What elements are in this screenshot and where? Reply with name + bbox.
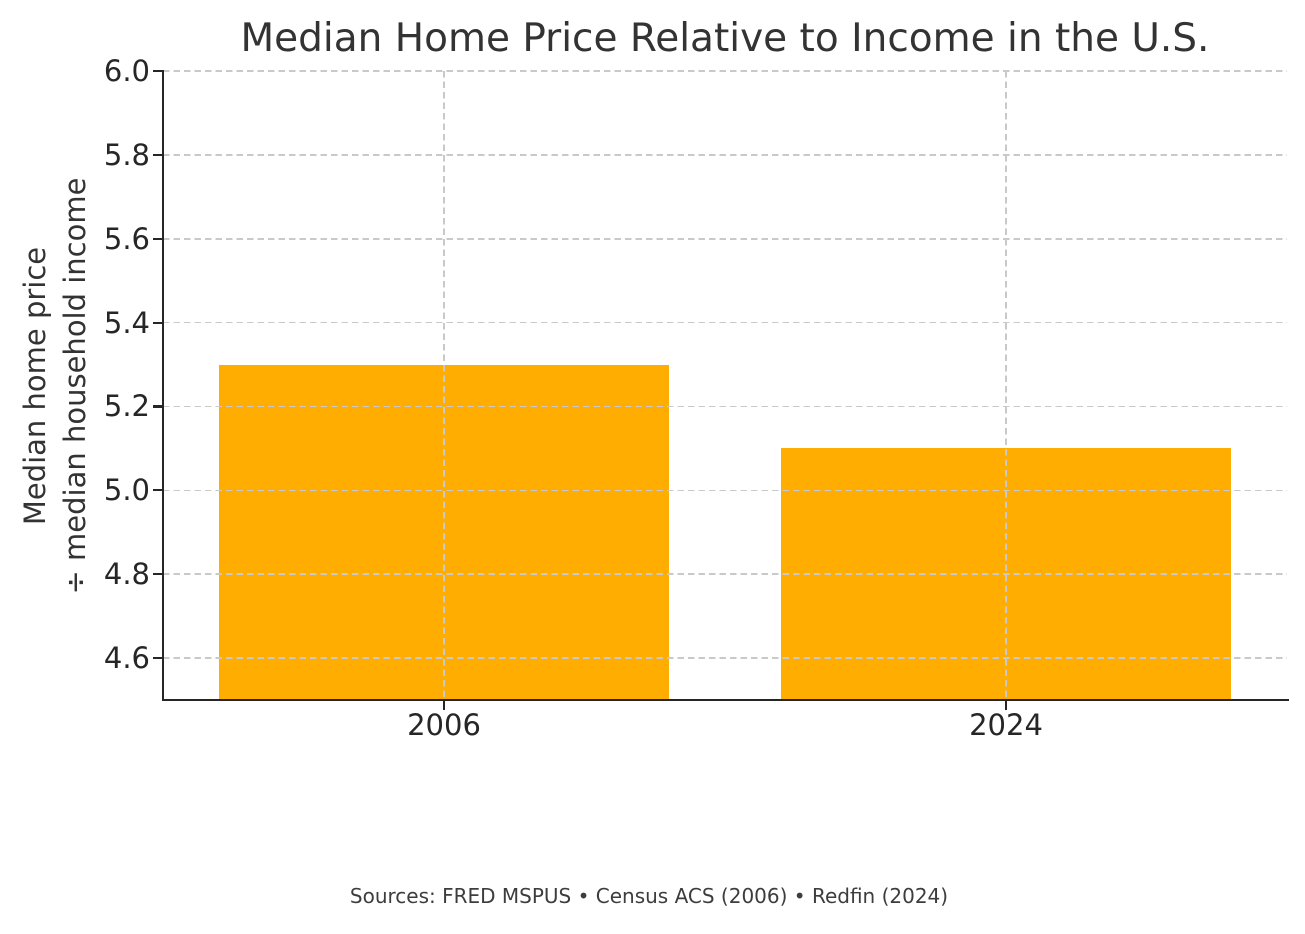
gridline-y-4.8 — [163, 573, 1287, 575]
ytick-mark-6.0 — [153, 69, 162, 73]
ytick-mark-4.8 — [153, 573, 162, 576]
ytick-label-5.8: 5.8 — [103, 137, 150, 172]
ytick-label-4.8: 4.8 — [103, 557, 150, 592]
xtick-mark-2024 — [1004, 701, 1008, 710]
gridline-y-6.0 — [163, 70, 1287, 72]
gridline-y-5.6 — [163, 237, 1287, 240]
gridline-x-2024 — [1005, 71, 1007, 700]
ytick-mark-5.2 — [153, 405, 162, 408]
ytick-mark-5.8 — [153, 153, 162, 156]
plot-area — [163, 70, 1287, 700]
xtick-mark-2006 — [442, 701, 446, 710]
chart-title: Median Home Price Relative to Income in … — [240, 16, 1210, 61]
ytick-label-5.2: 5.2 — [103, 389, 150, 424]
ytick-label-5.4: 5.4 — [103, 305, 150, 340]
ytick-label-5.6: 5.6 — [103, 221, 150, 256]
ytick-mark-5.0 — [153, 489, 162, 492]
ytick-mark-5.4 — [153, 321, 162, 324]
xtick-label-2024: 2024 — [969, 708, 1043, 742]
ytick-label-6.0: 6.0 — [103, 54, 150, 88]
gridline-y-5.0 — [163, 489, 1287, 492]
gridline-x-2006 — [443, 71, 445, 700]
gridline-y-4.6 — [163, 657, 1287, 659]
gridline-y-5.8 — [163, 154, 1287, 156]
xtick-label-2006: 2006 — [407, 708, 481, 742]
ytick-mark-5.6 — [153, 237, 162, 240]
gridline-y-5.4 — [163, 321, 1287, 324]
x-axis-spine — [161, 699, 1289, 702]
sources-footnote: Sources: FRED MSPUS • Census ACS (2006) … — [349, 884, 949, 908]
y-axis-spine — [161, 70, 164, 701]
ytick-label-4.6: 4.6 — [103, 641, 150, 676]
ytick-mark-4.6 — [153, 656, 162, 660]
gridline-y-5.2 — [163, 405, 1287, 408]
ytick-label-5.0: 5.0 — [103, 473, 150, 508]
